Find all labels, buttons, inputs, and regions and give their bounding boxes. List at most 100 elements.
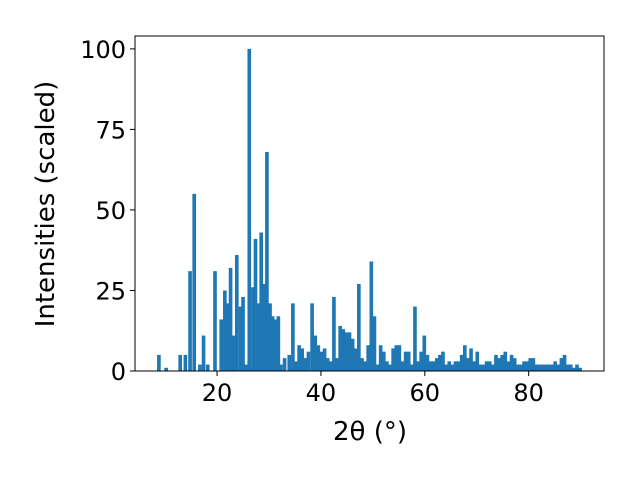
y-tick-label: 75 <box>95 116 126 144</box>
bar <box>344 332 349 371</box>
bar <box>276 316 281 371</box>
bar <box>366 345 371 371</box>
bar <box>350 338 355 371</box>
bar <box>205 364 210 371</box>
bar <box>372 316 377 371</box>
bar <box>491 364 495 371</box>
bar <box>157 354 161 371</box>
bar <box>231 335 236 371</box>
bar <box>403 351 408 371</box>
bar <box>328 361 333 371</box>
bar <box>410 364 414 371</box>
bar <box>363 361 367 371</box>
bar <box>397 345 402 371</box>
x-tick-label: 20 <box>202 379 233 407</box>
bar <box>553 361 557 371</box>
bar <box>279 364 283 371</box>
bar <box>528 358 533 371</box>
bar <box>247 48 252 371</box>
bar <box>183 354 188 371</box>
bar <box>506 361 511 371</box>
bar <box>453 361 458 371</box>
bar <box>425 354 430 371</box>
bar <box>522 361 526 371</box>
bar <box>531 358 536 371</box>
bar <box>300 348 305 371</box>
bar <box>316 345 321 371</box>
y-axis-ticks: 0 25 50 75 100 <box>80 36 135 386</box>
bar <box>456 361 461 371</box>
bar <box>219 319 224 371</box>
bar <box>534 364 539 371</box>
bar <box>244 364 248 371</box>
bar <box>319 351 324 371</box>
bar <box>294 361 298 371</box>
bar <box>253 238 258 371</box>
y-tick-label: 50 <box>95 197 126 225</box>
bar <box>388 364 392 371</box>
bar <box>287 354 292 371</box>
bar <box>188 271 192 371</box>
bar <box>431 361 436 371</box>
bar <box>481 364 486 371</box>
bar <box>322 348 327 371</box>
bar <box>332 296 336 371</box>
bar <box>353 348 358 371</box>
bar <box>198 364 202 371</box>
bar <box>325 358 330 371</box>
bar <box>406 351 411 371</box>
y-tick-label: 0 <box>111 358 126 386</box>
bar <box>282 358 287 371</box>
bar <box>306 351 311 371</box>
bar <box>500 354 505 371</box>
bars-group <box>157 48 582 372</box>
bar <box>484 361 489 371</box>
bar <box>338 325 342 371</box>
bar <box>559 358 564 371</box>
bar <box>487 361 492 371</box>
bar <box>238 306 243 371</box>
bar <box>550 364 554 371</box>
bar <box>519 364 523 371</box>
bar <box>347 332 352 371</box>
bar <box>360 358 364 371</box>
bar <box>469 348 473 371</box>
bar <box>419 351 423 371</box>
bar <box>578 367 582 371</box>
bar <box>226 303 230 371</box>
bar <box>268 303 272 371</box>
bar <box>394 345 399 371</box>
bar <box>228 267 233 371</box>
bar <box>357 284 361 371</box>
bar <box>509 354 514 371</box>
bar <box>565 364 570 371</box>
bar <box>178 354 183 371</box>
bar <box>262 284 267 371</box>
bar <box>369 261 374 371</box>
bar <box>572 367 576 371</box>
bar <box>540 364 545 371</box>
bar <box>422 335 427 371</box>
bar <box>391 348 395 371</box>
bar <box>512 358 517 371</box>
bar <box>494 354 498 371</box>
bar <box>413 306 417 371</box>
bar <box>256 303 260 371</box>
bar <box>556 364 561 371</box>
bar <box>503 351 508 371</box>
bar <box>515 364 520 371</box>
bar <box>259 232 264 371</box>
bar <box>335 358 339 371</box>
bar <box>291 303 295 371</box>
bar <box>385 361 389 371</box>
x-axis-ticks: 20 40 60 80 <box>202 371 544 407</box>
bar <box>234 255 239 371</box>
bar <box>400 361 405 371</box>
bar <box>303 358 308 371</box>
bar <box>537 364 542 371</box>
bar <box>434 358 439 371</box>
bar <box>270 316 275 371</box>
bar <box>223 290 227 371</box>
bar <box>466 358 470 371</box>
bar <box>297 345 301 371</box>
